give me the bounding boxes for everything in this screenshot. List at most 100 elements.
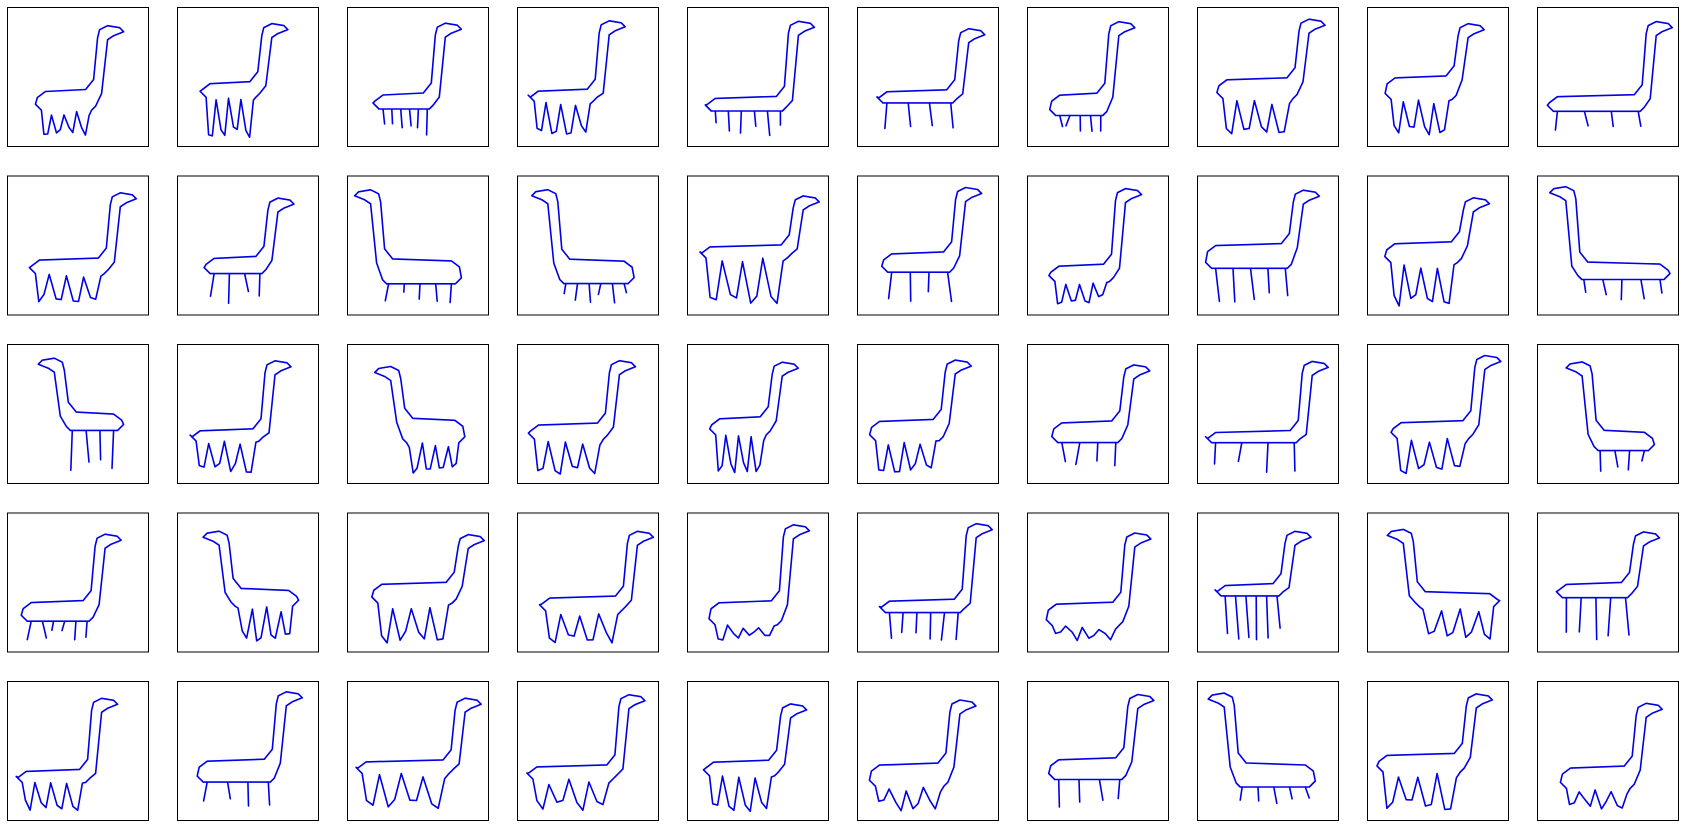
sketch-cell: [7, 344, 149, 484]
sketch-stroke: [526, 693, 646, 811]
sketch-cell: [687, 175, 829, 316]
sketch-stroke: [1045, 532, 1152, 642]
sketch-cell: [347, 344, 489, 484]
sketch-cell: [7, 7, 149, 147]
sketch-cell: [1537, 175, 1679, 316]
cell-frame: [7, 681, 149, 821]
cell-frame: [687, 7, 829, 147]
sketch-stroke: [189, 360, 292, 473]
cell-frame: [857, 7, 999, 147]
cell-frame: [1367, 681, 1509, 821]
sketch-stroke: [1559, 702, 1663, 810]
sketch-cell: [857, 344, 999, 484]
cell-frame: [1197, 681, 1339, 821]
sketch-cell: [517, 7, 659, 147]
sketch-cell: [1367, 681, 1509, 821]
sketch-cell: [687, 681, 829, 821]
sketch-stroke: [28, 192, 138, 303]
sketch-cell: [517, 681, 659, 821]
sketch-stroke: [15, 697, 119, 812]
sketch-stroke: [708, 524, 811, 641]
sketch-cell: [1537, 7, 1679, 147]
sketch-cell: [1197, 512, 1339, 653]
sketch-stroke: [1565, 361, 1656, 472]
sketch-cell: [1537, 681, 1679, 821]
sketch-stroke: [1384, 22, 1485, 136]
sketch-cell: [687, 512, 829, 653]
sketch-cell: [177, 7, 319, 147]
cell-frame: [1027, 7, 1169, 147]
sketch-stroke: [196, 691, 304, 807]
sketch-cell: [857, 7, 999, 147]
cell-frame: [687, 344, 829, 484]
cell-frame: [7, 7, 149, 147]
sketch-cell: [347, 175, 489, 316]
sketch-cell: [7, 681, 149, 821]
sketch-stroke: [527, 359, 637, 475]
cell-frame: [7, 175, 149, 316]
cell-frame: [517, 175, 659, 316]
cell-frame: [857, 512, 999, 653]
sketch-stroke: [371, 533, 485, 644]
sketch-stroke: [373, 365, 466, 474]
sketch-cell: [7, 175, 149, 316]
cell-frame: [517, 512, 659, 653]
sketch-stroke: [1549, 185, 1671, 301]
sketch-cell: [1027, 681, 1169, 821]
sketch-stroke: [531, 188, 635, 304]
sketch-cell: [1197, 681, 1339, 821]
cell-frame: [1027, 512, 1169, 653]
sketch-cell: [177, 344, 319, 484]
sketch-stroke: [34, 24, 125, 136]
sketch-cell: [177, 681, 319, 821]
cell-frame: [7, 512, 149, 653]
sketch-stroke: [1051, 364, 1151, 467]
cell-frame: [1537, 175, 1679, 316]
sketch-cell: [1197, 175, 1339, 316]
sketch-stroke: [699, 195, 820, 305]
sketch-stroke: [1048, 187, 1143, 305]
sketch-cell: [1367, 7, 1509, 147]
cell-frame: [517, 7, 659, 147]
sketch-stroke: [1555, 531, 1661, 641]
sketch-stroke: [527, 20, 626, 135]
cell-frame: [1197, 344, 1339, 484]
sketch-cell: [347, 512, 489, 653]
sketch-cell: [177, 512, 319, 653]
sketch-cell: [517, 344, 659, 484]
sketch-cell: [517, 175, 659, 316]
sketch-cell: [1027, 344, 1169, 484]
sketch-stroke: [878, 522, 993, 641]
sketch-stroke: [876, 27, 986, 130]
sketch-stroke: [1546, 20, 1673, 131]
sketch-cell: [7, 512, 149, 653]
sketch-stroke: [1207, 692, 1317, 805]
sketch-stroke: [868, 699, 977, 812]
sketch-cell: [1197, 344, 1339, 484]
sketch-stroke: [372, 22, 463, 136]
sketch-cell: [1027, 7, 1169, 147]
sketch-stroke: [1216, 18, 1326, 135]
sketch-stroke: [1048, 20, 1136, 132]
sketch-stroke: [868, 359, 972, 473]
sketch-stroke: [1386, 528, 1501, 640]
cell-frame: [347, 175, 489, 316]
sketch-cell: [857, 512, 999, 653]
cell-frame: [1537, 344, 1679, 484]
sketch-stroke: [538, 530, 655, 644]
sketch-cell: [1367, 175, 1509, 316]
sketch-stroke: [708, 361, 799, 474]
sketch-cell: [1537, 512, 1679, 653]
sketch-cell: [687, 344, 829, 484]
cell-frame: [517, 681, 659, 821]
sketch-stroke: [20, 533, 122, 641]
cell-frame: [1027, 344, 1169, 484]
sketch-cell: [1027, 512, 1169, 653]
sketch-cell: [857, 175, 999, 316]
sketch-stroke: [37, 357, 125, 471]
sketch-stroke: [199, 22, 289, 138]
cell-frame: [177, 175, 319, 316]
sketch-stroke: [353, 189, 463, 304]
sketch-stroke: [1384, 197, 1491, 307]
